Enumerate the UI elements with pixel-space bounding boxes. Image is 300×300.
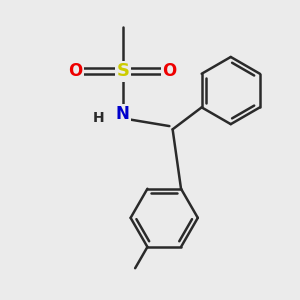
Text: S: S [116, 62, 129, 80]
Text: O: O [162, 62, 176, 80]
Text: H: H [92, 111, 104, 125]
Text: N: N [116, 106, 130, 124]
Text: O: O [69, 62, 83, 80]
